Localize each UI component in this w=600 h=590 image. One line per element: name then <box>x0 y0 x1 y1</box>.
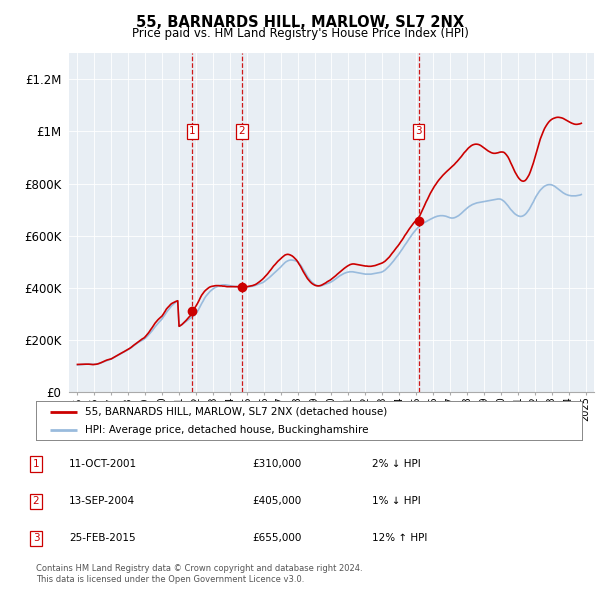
Text: 2: 2 <box>32 496 40 506</box>
Text: 1% ↓ HPI: 1% ↓ HPI <box>372 496 421 506</box>
Text: £310,000: £310,000 <box>252 459 301 469</box>
Text: 55, BARNARDS HILL, MARLOW, SL7 2NX (detached house): 55, BARNARDS HILL, MARLOW, SL7 2NX (deta… <box>85 407 388 417</box>
Text: 2: 2 <box>239 126 245 136</box>
Text: 55, BARNARDS HILL, MARLOW, SL7 2NX: 55, BARNARDS HILL, MARLOW, SL7 2NX <box>136 15 464 30</box>
Text: £405,000: £405,000 <box>252 496 301 506</box>
Text: Price paid vs. HM Land Registry's House Price Index (HPI): Price paid vs. HM Land Registry's House … <box>131 27 469 40</box>
Text: 3: 3 <box>32 533 40 543</box>
Text: HPI: Average price, detached house, Buckinghamshire: HPI: Average price, detached house, Buck… <box>85 425 368 435</box>
Text: 12% ↑ HPI: 12% ↑ HPI <box>372 533 427 543</box>
Text: Contains HM Land Registry data © Crown copyright and database right 2024.: Contains HM Land Registry data © Crown c… <box>36 565 362 573</box>
Text: 25-FEB-2015: 25-FEB-2015 <box>69 533 136 543</box>
Text: £655,000: £655,000 <box>252 533 301 543</box>
Text: 1: 1 <box>189 126 196 136</box>
Text: 3: 3 <box>415 126 422 136</box>
Text: This data is licensed under the Open Government Licence v3.0.: This data is licensed under the Open Gov… <box>36 575 304 584</box>
Text: 2% ↓ HPI: 2% ↓ HPI <box>372 459 421 469</box>
Text: 11-OCT-2001: 11-OCT-2001 <box>69 459 137 469</box>
Text: 1: 1 <box>32 459 40 469</box>
Text: 13-SEP-2004: 13-SEP-2004 <box>69 496 135 506</box>
